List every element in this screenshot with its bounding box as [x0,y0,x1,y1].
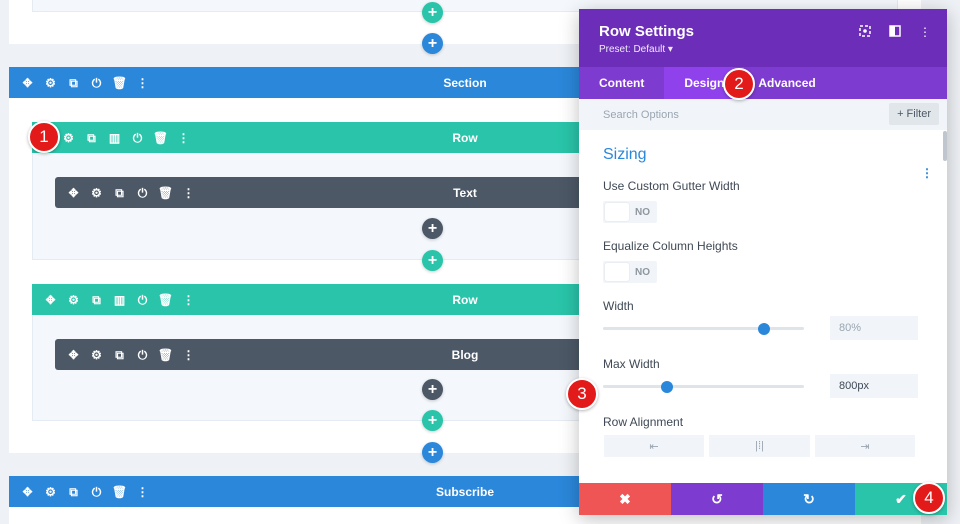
more-icon[interactable]: ⋮ [136,484,149,499]
toggle-knob [605,263,629,281]
columns-icon[interactable]: ▥ [113,292,126,307]
tab-advanced[interactable]: Advanced [758,76,816,90]
gear-icon[interactable]: ⚙ [91,347,102,362]
search-options-input[interactable]: Search Options + Filter [579,99,947,130]
align-right-button[interactable]: ⇥ [815,435,915,457]
equalize-label: Equalize Column Heights [603,239,738,253]
more-icon[interactable]: ⋮ [919,25,931,39]
power-icon[interactable]: ⏻ [132,130,143,145]
gear-icon[interactable]: ⚙ [91,185,102,200]
callout-badge-1: 1 [28,121,60,153]
align-center-button[interactable]: |⁞| [709,435,810,457]
equalize-toggle[interactable]: NO [603,261,657,283]
trash-icon[interactable]: 🗑 [157,347,174,362]
modal-scrollbar[interactable] [943,131,947,161]
modal-header: Row Settings Preset: Default ▾ ⋮ [579,9,947,67]
more-icon[interactable]: ⋮ [182,292,195,307]
trash-icon[interactable]: 🗑 [157,292,174,307]
trash-icon[interactable]: 🗑 [111,484,128,499]
trash-icon[interactable]: 🗑 [157,185,174,200]
gear-icon[interactable]: ⚙ [63,130,74,145]
duplicate-icon[interactable]: ⧉ [69,75,78,90]
maxwidth-label: Max Width [603,357,660,371]
undo-button[interactable]: ↺ [671,483,763,515]
gear-icon[interactable]: ⚙ [45,484,56,499]
width-slider-track[interactable] [603,327,804,330]
add-section-button[interactable]: + [422,442,443,463]
add-module-button-2[interactable]: + [422,379,443,400]
modal-footer: ✖ ↺ ↻ ✔ [579,483,947,515]
gutter-toggle-value: NO [635,206,650,218]
maxwidth-slider-track[interactable] [603,385,804,388]
alignment-control: ⇤ |⁞| ⇥ [603,429,923,459]
gutter-toggle[interactable]: NO [603,201,657,223]
add-module-button-1[interactable]: + [422,218,443,239]
toggle-knob [605,203,629,221]
duplicate-icon[interactable]: ⧉ [69,484,78,499]
more-icon[interactable]: ⋮ [182,185,195,200]
section-more-icon[interactable]: ⋮ [921,166,933,180]
row-settings-modal: Row Settings Preset: Default ▾ ⋮ Content… [579,9,947,515]
power-icon[interactable]: ⏻ [137,185,148,200]
duplicate-icon[interactable]: ⧉ [87,130,96,145]
align-left-button[interactable]: ⇤ [604,435,704,457]
filter-button[interactable]: + Filter [889,103,939,125]
trash-icon[interactable]: 🗑 [111,75,128,90]
power-icon[interactable]: ⏻ [91,75,102,90]
tab-content[interactable]: Content [599,76,645,90]
trash-icon[interactable]: 🗑 [152,130,169,145]
callout-badge-3: 3 [566,378,598,410]
maxwidth-value-input[interactable]: 800px [830,374,918,398]
width-value-input[interactable]: 80% [830,316,918,340]
sizing-section-title[interactable]: Sizing [603,146,647,163]
gear-icon[interactable]: ⚙ [68,292,79,307]
move-icon[interactable]: ✥ [22,484,33,499]
duplicate-icon[interactable]: ⧉ [92,292,101,307]
duplicate-icon[interactable]: ⧉ [115,185,124,200]
modal-tabs: Content Design Advanced [579,67,947,99]
callout-badge-4: 4 [913,482,945,514]
add-row-button-2[interactable]: + [422,410,443,431]
gear-icon[interactable]: ⚙ [45,75,56,90]
discard-button[interactable]: ✖ [579,483,671,515]
callout-badge-2: 2 [723,68,755,100]
width-control: 80% [603,313,923,345]
power-icon[interactable]: ⏻ [91,484,102,499]
columns-icon[interactable]: ▥ [108,130,121,145]
width-slider-handle[interactable] [757,323,770,335]
power-icon[interactable]: ⏻ [137,347,148,362]
more-icon[interactable]: ⋮ [136,75,149,90]
power-icon[interactable]: ⏻ [137,292,148,307]
maxwidth-slider-handle[interactable] [661,381,674,393]
search-placeholder: Search Options [603,108,679,121]
alignment-label: Row Alignment [603,415,684,429]
more-icon[interactable]: ⋮ [182,347,195,362]
move-icon[interactable]: ✥ [68,185,79,200]
gutter-label: Use Custom Gutter Width [603,179,740,193]
move-icon[interactable]: ✥ [22,75,33,90]
equalize-toggle-value: NO [635,266,650,278]
move-icon[interactable]: ✥ [45,292,56,307]
modal-header-icons: ⋮ [859,25,931,40]
target-icon[interactable] [859,25,871,40]
modal-title: Row Settings [599,23,695,40]
add-section-button-top[interactable]: + [422,33,443,54]
add-row-button-1[interactable]: + [422,250,443,271]
add-row-button-top[interactable]: + [422,2,443,23]
move-icon[interactable]: ✥ [68,347,79,362]
sizing-panel: Sizing ⋮ Use Custom Gutter Width NO Equa… [579,146,947,459]
more-icon[interactable]: ⋮ [177,130,190,145]
width-label: Width [603,299,634,313]
preset-selector[interactable]: Preset: Default ▾ [599,44,673,55]
sidebar-icon[interactable] [889,25,901,40]
duplicate-icon[interactable]: ⧉ [115,347,124,362]
maxwidth-control: 800px [603,371,923,403]
redo-button[interactable]: ↻ [763,483,855,515]
